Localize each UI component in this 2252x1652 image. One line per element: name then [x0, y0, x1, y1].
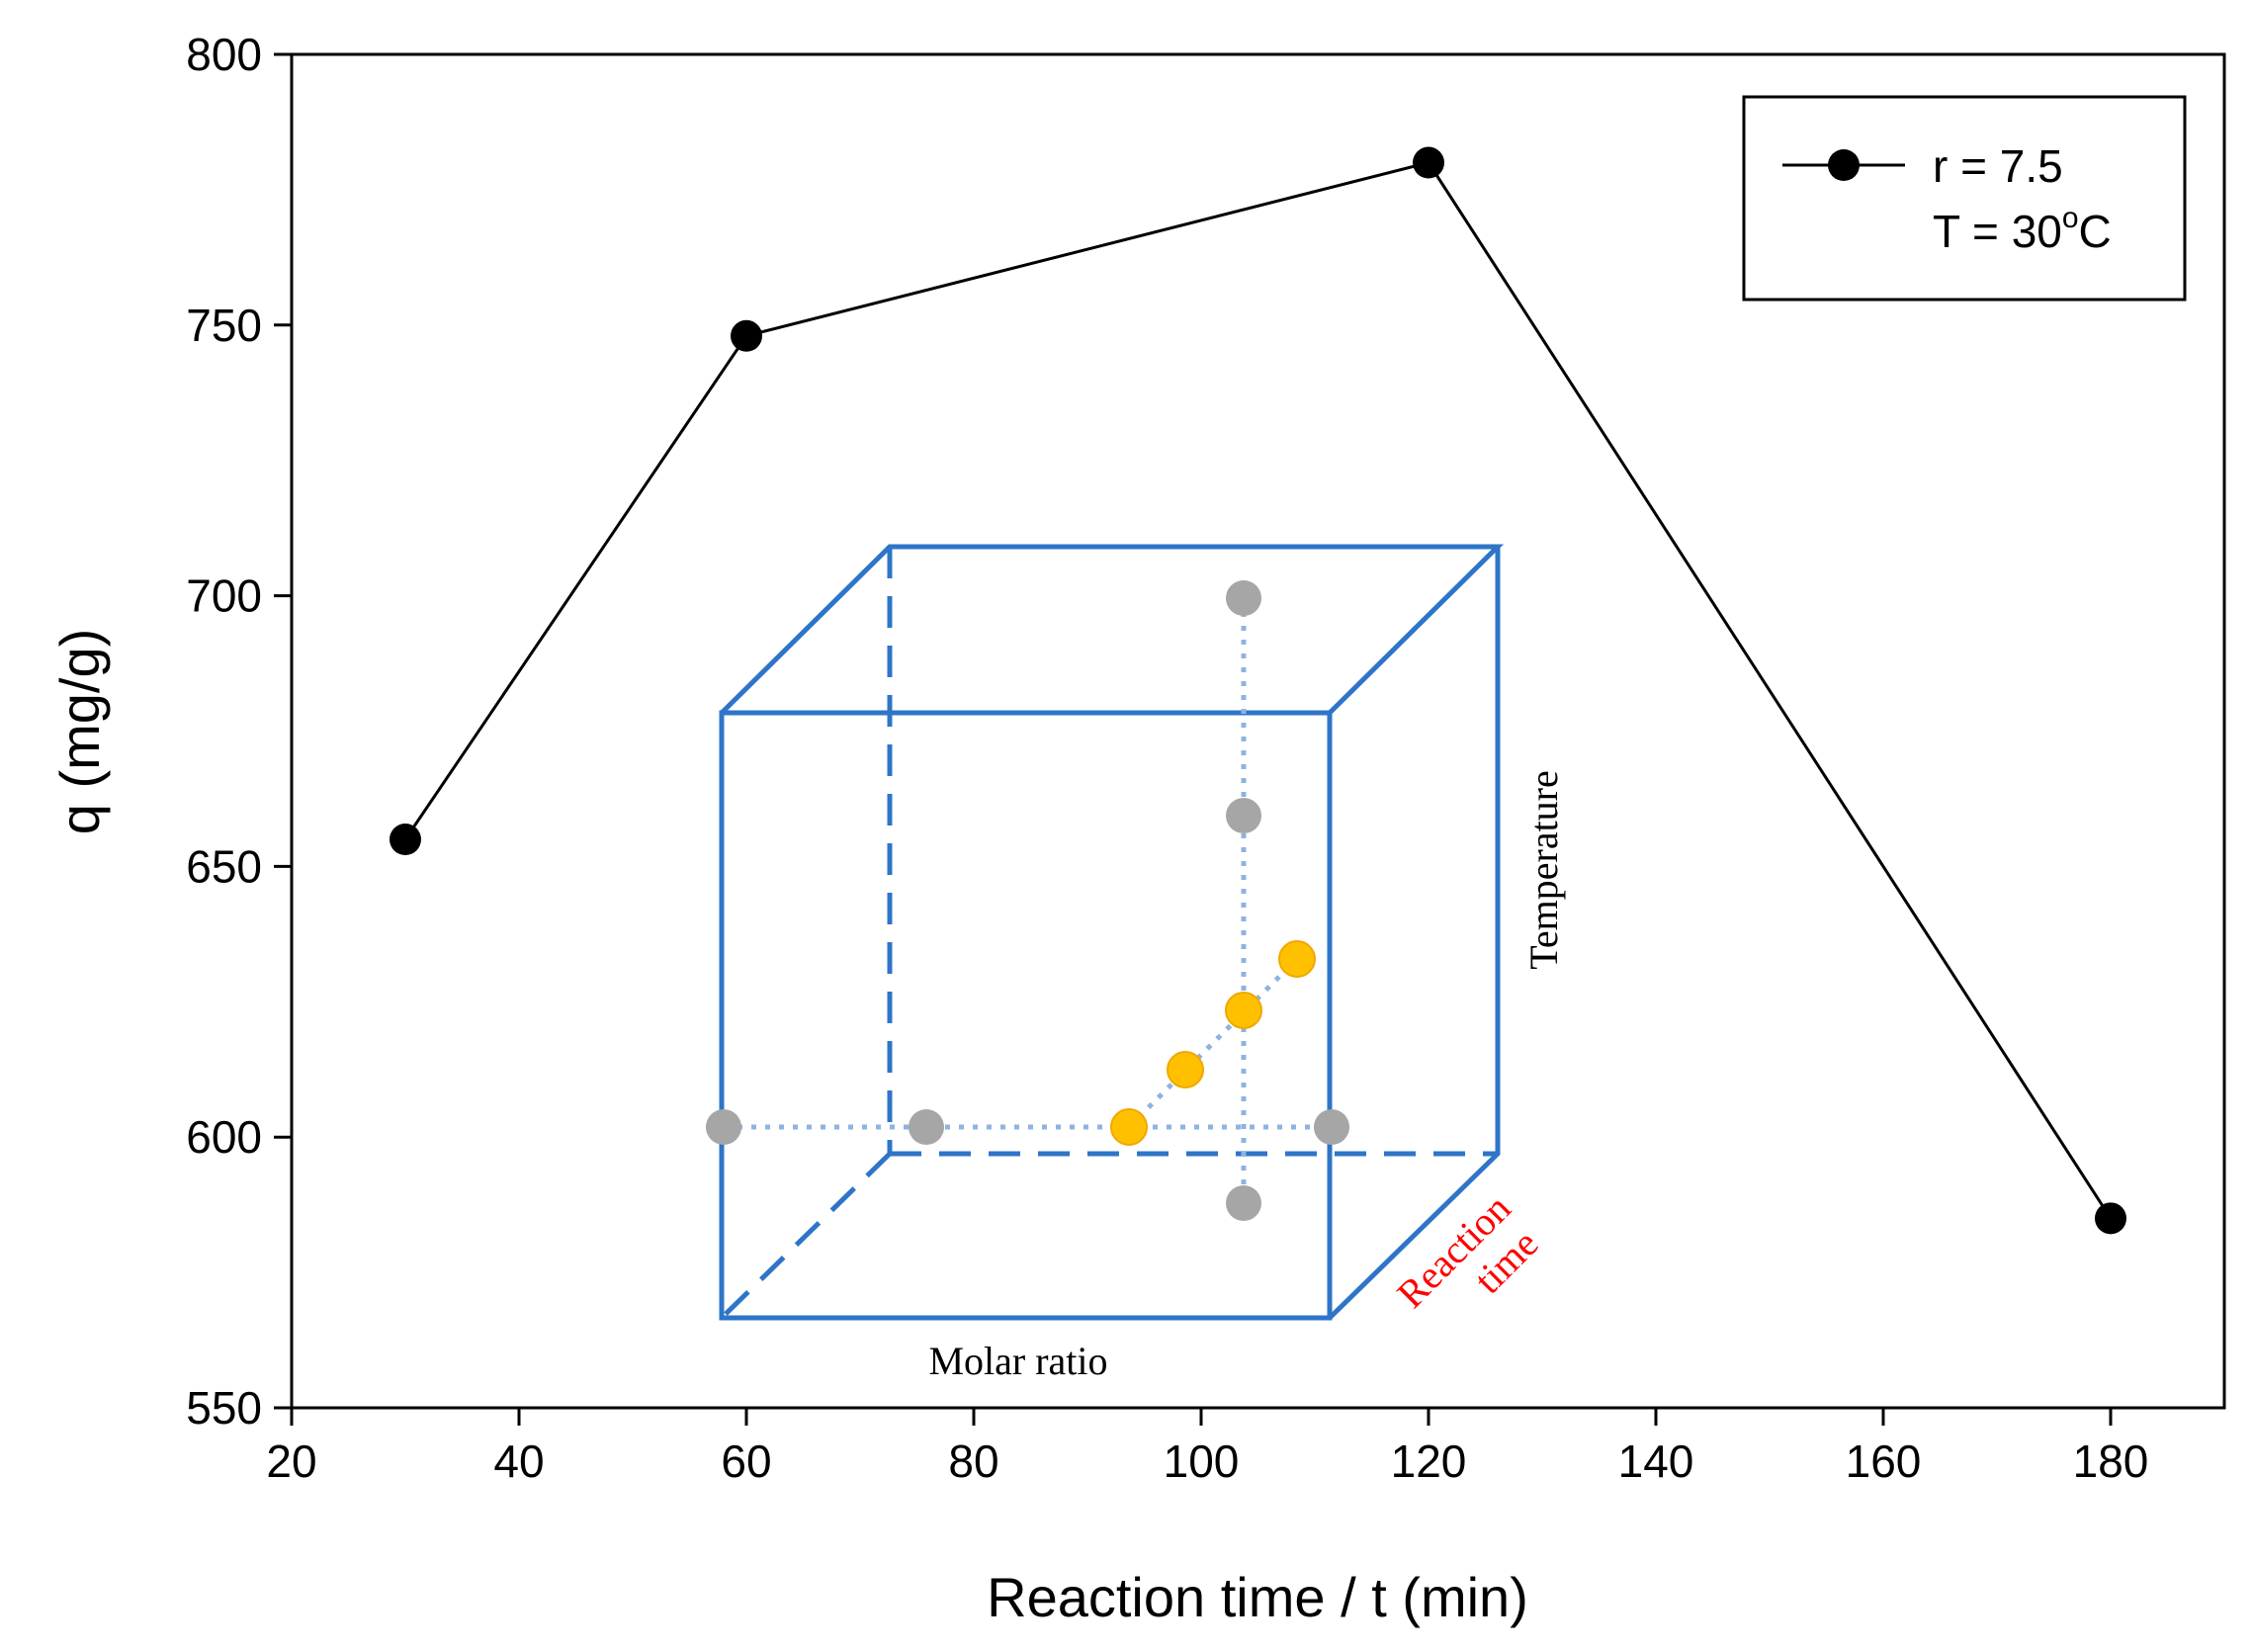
legend-label-line2-prefix: T = 30 [1933, 206, 2062, 257]
inset-highlight-point [1110, 1108, 1148, 1146]
inset-grey-point [1226, 580, 1261, 616]
x-axis-ticks: 20 40 60 80 100 120 140 160 180 [266, 1408, 2148, 1487]
y-tick-label: 800 [186, 29, 262, 80]
inset-grey-point [1226, 1185, 1261, 1221]
inset-front-face [719, 710, 1333, 1321]
y-tick-label: 600 [186, 1111, 262, 1163]
data-point [2095, 1202, 2126, 1235]
x-tick-label: 80 [948, 1435, 998, 1487]
y-tick-label: 700 [186, 570, 262, 622]
y-axis-ticks: 550 600 650 700 750 800 [186, 29, 292, 1434]
x-tick-label: 160 [1846, 1435, 1922, 1487]
inset-hidden-edge-depth [720, 1152, 892, 1320]
legend-label-line2: T = 30oC [1933, 202, 2112, 257]
inset-grey-point [909, 1109, 944, 1145]
x-tick-label: 40 [493, 1435, 544, 1487]
x-tick-label: 140 [1618, 1435, 1694, 1487]
x-axis-title: Reaction time / t (min) [987, 1566, 1528, 1628]
legend-label-line1: r = 7.5 [1933, 140, 2063, 192]
inset-right-face [1328, 547, 1501, 1320]
x-tick-label: 60 [721, 1435, 771, 1487]
inset-highlight-point [1167, 1051, 1204, 1088]
data-point [390, 824, 421, 856]
plot-area-frame [290, 52, 2226, 1410]
y-tick-label: 650 [186, 840, 262, 892]
data-point [1413, 146, 1444, 179]
inset-grey-point [1226, 798, 1261, 833]
x-tick-label: 20 [266, 1435, 316, 1487]
inset-label-temperature: Temperature [1521, 770, 1566, 970]
series-line [403, 160, 2113, 1220]
x-tick-label: 120 [1391, 1435, 1467, 1487]
legend-box [1742, 95, 2187, 302]
inset-highlight-point [1225, 992, 1262, 1029]
data-point [731, 319, 762, 352]
inset-top-face [720, 544, 1505, 715]
y-tick-label: 550 [186, 1382, 262, 1434]
inset-diagram: Molar ratio Temperature Reaction time [706, 544, 1566, 1383]
inset-grey-point [1314, 1109, 1349, 1145]
inset-dotted-diagonal [1127, 957, 1299, 1129]
legend-label-line2-sup: o [2062, 202, 2079, 234]
y-axis-title: q (mg/g) [48, 629, 111, 835]
legend-point-marker [1828, 149, 1860, 181]
legend-label-line2-suffix: C [2079, 206, 2112, 257]
legend: r = 7.5 T = 30oC [1742, 95, 2187, 302]
x-tick-label: 100 [1164, 1435, 1240, 1487]
inset-label-molar-ratio: Molar ratio [928, 1339, 1107, 1383]
y-tick-label: 750 [186, 300, 262, 351]
inset-grey-point [706, 1109, 741, 1145]
x-tick-label: 180 [2073, 1435, 2149, 1487]
series-points [390, 146, 2126, 1235]
inset-highlight-point [1278, 940, 1316, 978]
